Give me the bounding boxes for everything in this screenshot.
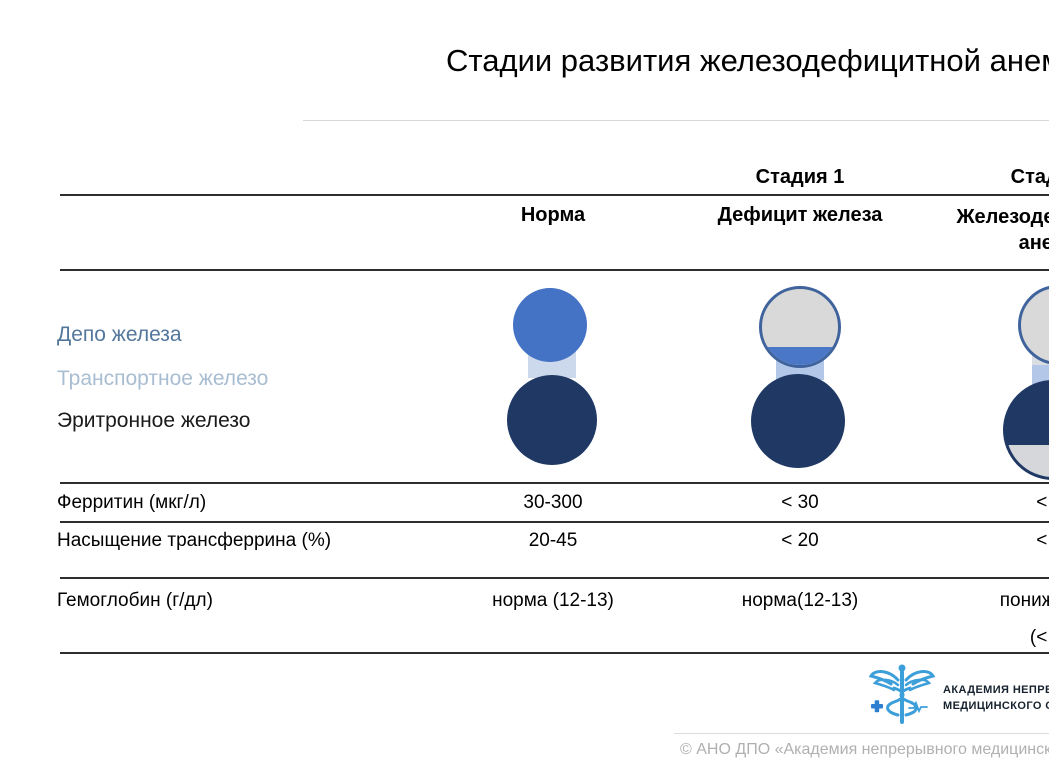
label-transport-iron: Транспортное железо [57,367,269,390]
depot-circle-norma-full [513,288,587,362]
saturation-norma-value: 20-45 [528,530,578,551]
row-label-hemoglobin: Гемоглобин (г/дл) [57,590,213,611]
slide-title: Стадии развития железодефицитной анемии [446,43,1049,78]
table-rule-4 [60,521,1049,523]
table-rule-5 [60,577,1049,579]
footer-copyright: © АНО ДПО «Академия непрерывного медицин… [680,741,1049,758]
header-stage-1: Стадия 1 [755,166,845,188]
depot-circle-stage2-empty [1018,285,1049,365]
column-header-iron-deficit: Дефицит железа [717,204,883,226]
header-stage-2: Стадия 2 [1010,166,1049,188]
erythron-circle-stage1-full [751,374,845,468]
ferritin-stage2-value: < 12 [1036,492,1049,513]
table-rule-3 [60,482,1049,484]
logo-text-line1: АКАДЕМИЯ НЕПРЕРЫВНОГО [943,684,1049,696]
saturation-stage1-value: < 20 [781,530,819,551]
footer-divider [674,733,1049,734]
hemoglobin-stage2-value-line1: пониженный [999,590,1049,611]
ferritin-stage1-value: < 30 [781,492,819,513]
label-erythron-iron: Эритронное железо [57,409,251,432]
erythron-circle-stage2-reduced [1003,380,1049,480]
hemoglobin-stage1-value: норма(12-13) [741,590,859,611]
erythron-empty-level [1006,445,1049,477]
depot-circle-stage1-low [759,286,841,368]
logo-text-line2: МЕДИЦИНСКОГО ОБРАЗОВАНИЯ [943,700,1049,712]
table-rule-2 [60,269,1049,271]
depot-fill-level [762,347,838,365]
table-rule-1 [60,194,1049,196]
ferritin-norma-value: 30-300 [523,492,583,513]
table-rule-6 [60,652,1049,654]
row-label-ferritin: Ферритин (мкг/л) [57,492,207,513]
caduceus-icon [865,660,939,732]
row-label-transferrin-saturation: Насыщение трансферрина (%) [57,530,332,551]
title-divider [303,120,1049,121]
erythron-circle-norma-full [507,375,597,465]
column-header-norma: Норма [520,204,586,226]
column-header-anemia: Железодефицитная анемия [956,206,1049,254]
hemoglobin-norma-value: норма (12-13) [492,590,614,611]
saturation-stage2-value: < 16 [1036,530,1049,551]
label-iron-depot: Депо железа [57,323,182,346]
hemoglobin-stage2-value-line2: (< 12) [1029,627,1049,648]
